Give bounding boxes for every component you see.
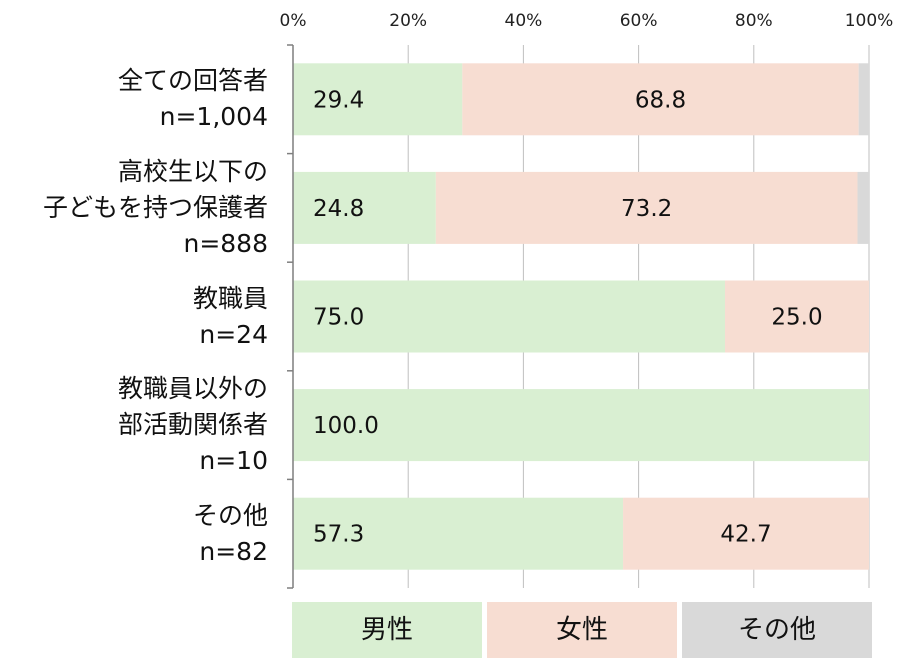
category-label-line: 教職員以外の: [117, 374, 268, 404]
data-label: 29.4: [313, 87, 364, 113]
data-label: 100.0: [313, 413, 379, 439]
bar-male: [293, 497, 624, 570]
data-label: 25.0: [771, 305, 822, 331]
bar-male: [293, 389, 869, 462]
category-label-line: n=1,004: [159, 102, 268, 132]
bar-other: [857, 171, 869, 244]
bar-female: [725, 280, 869, 353]
category-label-line: 部活動関係者: [117, 410, 268, 440]
legend-item-male: 男性: [292, 602, 482, 658]
bar-male: [293, 280, 725, 353]
category-label-line: 教職員: [192, 283, 268, 313]
x-tick-label: 40%: [505, 11, 543, 31]
legend-label-male: 男性: [360, 615, 413, 645]
bar-other: [858, 63, 869, 136]
x-tick-label: 20%: [389, 11, 427, 31]
category-label: 全ての回答者 n=1,004: [0, 63, 268, 135]
legend-label-female: 女性: [555, 615, 608, 645]
category-label: 教職員以外の 部活動関係者 n=10: [0, 371, 268, 479]
x-tick-label: 100%: [845, 11, 894, 31]
data-label: 24.8: [313, 196, 364, 222]
x-tick-label: 0%: [280, 11, 307, 31]
category-label: 高校生以下の子どもを持つ保護者 n=888: [0, 154, 268, 262]
bar-female: [435, 171, 858, 244]
category-label-line: n=82: [199, 536, 268, 566]
bar-male: [293, 63, 463, 136]
data-label: 73.2: [621, 196, 672, 222]
data-label: 68.8: [635, 87, 686, 113]
legend-item-female: 女性: [487, 602, 677, 658]
category-label-line: n=10: [199, 446, 268, 476]
x-tick-label: 60%: [620, 11, 658, 31]
data-label: 57.3: [313, 522, 364, 548]
category-label-line: 高校生以下の: [117, 156, 268, 186]
legend-label-other: その他: [737, 615, 816, 645]
bar-male: [293, 171, 436, 244]
data-label: 75.0: [313, 305, 364, 331]
data-label: 42.7: [720, 522, 771, 548]
bar-female: [623, 497, 869, 570]
category-label: 教職員 n=24: [0, 281, 268, 353]
x-tick-label: 80%: [735, 11, 773, 31]
category-label-line: 全ての回答者: [117, 66, 268, 96]
stacked-bar-chart: 0% 20% 40% 60% 80% 100% 29.4 68.8 24.8 73.2 75.0 25…: [280, 11, 894, 589]
category-label-line: その他: [192, 500, 268, 530]
category-label-line: 子どもを持つ保護者: [42, 192, 268, 222]
category-label-line: n=24: [199, 319, 268, 349]
legend-item-other: その他: [682, 602, 872, 658]
category-label: その他 n=82: [0, 498, 268, 570]
category-label-line: n=888: [183, 228, 268, 258]
bar-female: [462, 63, 859, 136]
